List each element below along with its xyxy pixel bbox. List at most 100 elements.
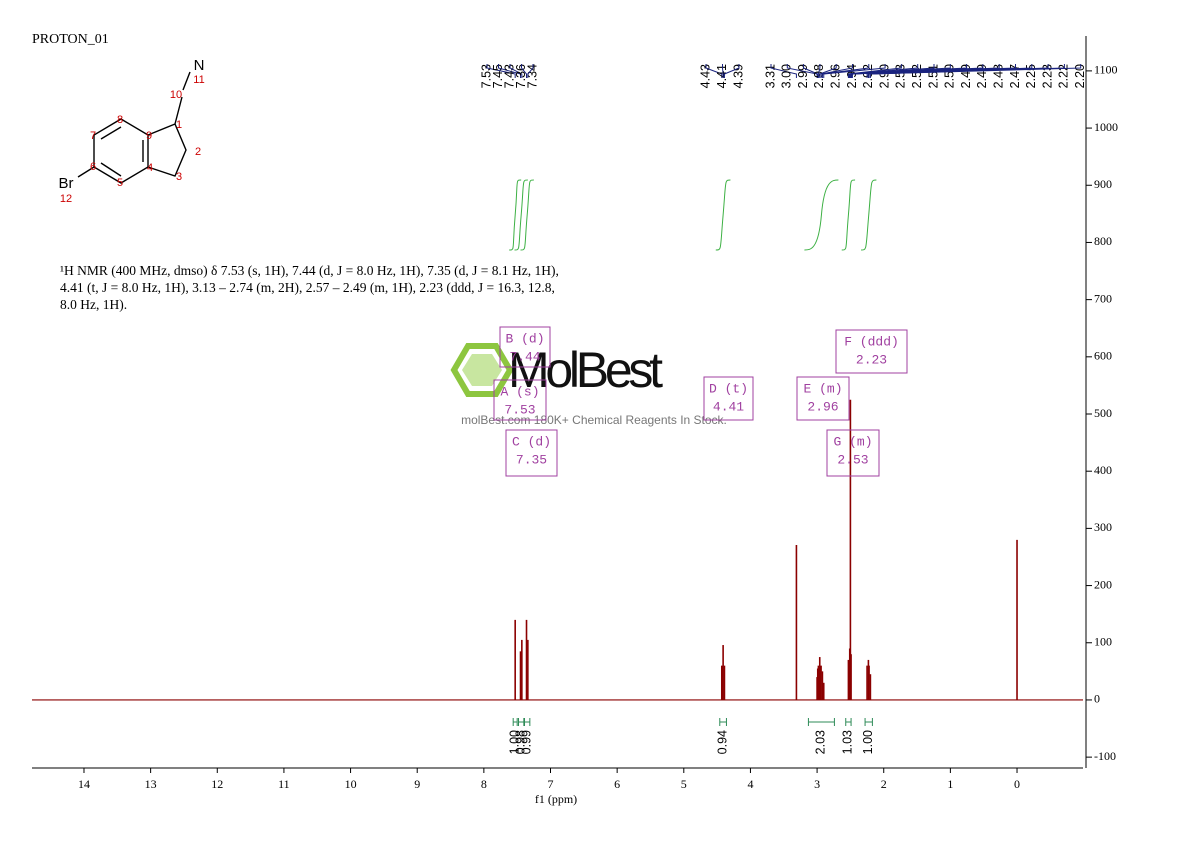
integral-curve <box>509 179 522 251</box>
x-tick-label: 2 <box>881 777 887 791</box>
atom-label: 9 <box>146 130 152 142</box>
logo-inner <box>462 354 502 386</box>
y-tick-label: -100 <box>1094 749 1116 763</box>
multiplet-label: G (m) <box>833 434 872 449</box>
peak-label-leader <box>723 64 740 78</box>
peak-label-leader <box>803 64 819 78</box>
multiplet-shift: 2.23 <box>856 352 887 367</box>
atom-label: Br <box>59 175 74 192</box>
x-tick-label: 13 <box>145 777 157 791</box>
atom-label: 4 <box>147 162 153 174</box>
watermark-name: MolBest <box>508 342 663 398</box>
integral-label: 0.99 <box>519 730 533 754</box>
peak-label: 2.96 <box>828 64 842 88</box>
x-tick-label: 9 <box>414 777 420 791</box>
atom-label: 10 <box>170 89 182 101</box>
multiplet-box <box>493 379 547 421</box>
peak-label-leader <box>869 64 1082 78</box>
peak-label-leader <box>848 64 919 78</box>
y-tick-label: 500 <box>1094 406 1112 420</box>
peak-label-leader <box>847 64 902 78</box>
peak-label-leader <box>521 64 528 78</box>
y-tick-label: 600 <box>1094 349 1112 363</box>
multiplet-label: D (t) <box>709 381 748 396</box>
multiplet-label: E (m) <box>803 381 842 396</box>
y-tick-label: 200 <box>1094 577 1112 591</box>
multiplet-box <box>826 429 880 477</box>
y-tick-label: 700 <box>1094 291 1112 305</box>
integral-curve <box>520 179 534 251</box>
integral-bracket <box>807 718 835 726</box>
peak-label-leader <box>770 64 797 78</box>
multiplet-label: B (d) <box>505 331 544 346</box>
integral-label: 1.00 <box>507 730 521 754</box>
logo <box>450 343 514 397</box>
watermark-tagline: molBest.com 180K+ Chemical Reagents In S… <box>461 413 727 427</box>
description-line: ¹H NMR (400 MHz, dmso) δ 7.53 (s, 1H), 7… <box>60 263 559 278</box>
peak-label-leader <box>722 64 724 78</box>
atom-label: 1 <box>176 119 182 131</box>
multiplet-label: F (ddd) <box>844 334 899 349</box>
integral-label: 2.03 <box>814 730 828 754</box>
atom-label: 2 <box>195 146 201 158</box>
integral-bracket <box>845 718 852 726</box>
peak-label-leader <box>498 64 522 78</box>
multiplet-shift: 7.35 <box>516 452 547 467</box>
x-tick-label: 6 <box>614 777 620 791</box>
peak-label: 7.43 <box>502 64 516 88</box>
peak-label-leader <box>851 64 1016 78</box>
y-tick-label: 1100 <box>1094 63 1118 77</box>
peak-label: 7.36 <box>514 64 528 88</box>
y-tick-label: 400 <box>1094 463 1112 477</box>
x-tick-label: 4 <box>747 777 753 791</box>
integral-label: 1.03 <box>841 730 855 754</box>
peak-label-leader <box>820 64 853 78</box>
integral-curve <box>861 179 877 251</box>
atom-label: 8 <box>117 114 123 126</box>
atom-label: 11 <box>193 74 204 86</box>
peak-label: 3.31 <box>763 64 777 88</box>
peak-label: 4.39 <box>731 64 745 88</box>
x-tick-label: 8 <box>481 777 487 791</box>
x-tick-label: 1 <box>947 777 953 791</box>
watermark: MolBest molBest.com 180K+ Chemical Reagen… <box>450 342 727 427</box>
atom-label: 12 <box>60 193 72 205</box>
integral-bracket <box>524 718 531 726</box>
peak-label: 2.23 <box>1040 64 1054 88</box>
peak-label-leader <box>527 64 534 78</box>
multiplet-shift: 7.44 <box>509 349 540 364</box>
peak-label: 4.43 <box>698 64 712 88</box>
peak-label: 2.25 <box>1024 64 1038 88</box>
description-line: 4.41 (t, J = 8.0 Hz, 1H), 3.13 – 2.74 (m… <box>60 280 555 295</box>
integral-bracket <box>864 718 873 726</box>
atom-label: 6 <box>90 161 96 173</box>
integral-bracket <box>518 718 525 726</box>
integral-label: 0.94 <box>715 730 729 754</box>
peak-label-leader <box>823 64 886 78</box>
peak-label-leader <box>817 64 821 78</box>
peak-label-leader <box>819 64 837 78</box>
multiplet-shift: 4.41 <box>713 399 744 414</box>
integral-curve <box>804 179 839 251</box>
peak-label: 2.20 <box>1073 64 1087 88</box>
multiplet-shift: 7.53 <box>504 402 535 417</box>
peak-label-leader <box>821 64 870 78</box>
bonds <box>77 71 191 184</box>
y-tick-label: 1000 <box>1094 120 1118 134</box>
chart-title: PROTON_01 <box>32 32 109 47</box>
atom-label: 5 <box>117 177 123 189</box>
multiplet-label: C (d) <box>512 434 551 449</box>
peak-label: 7.45 <box>491 64 505 88</box>
peak-label: 4.41 <box>715 64 729 88</box>
integral-label: 0.98 <box>513 730 527 754</box>
integral-label: 1.00 <box>861 730 875 754</box>
integral-curve <box>715 179 731 251</box>
y-tick-label: 100 <box>1094 635 1112 649</box>
multiplet-box <box>703 376 754 421</box>
integral-bracket <box>719 718 727 726</box>
multiplet-box <box>505 429 558 477</box>
multiplet-box <box>835 329 908 374</box>
multiplet-box <box>796 376 850 421</box>
multiplet-label: A (s) <box>500 384 539 399</box>
peak-label-leader <box>486 64 516 78</box>
